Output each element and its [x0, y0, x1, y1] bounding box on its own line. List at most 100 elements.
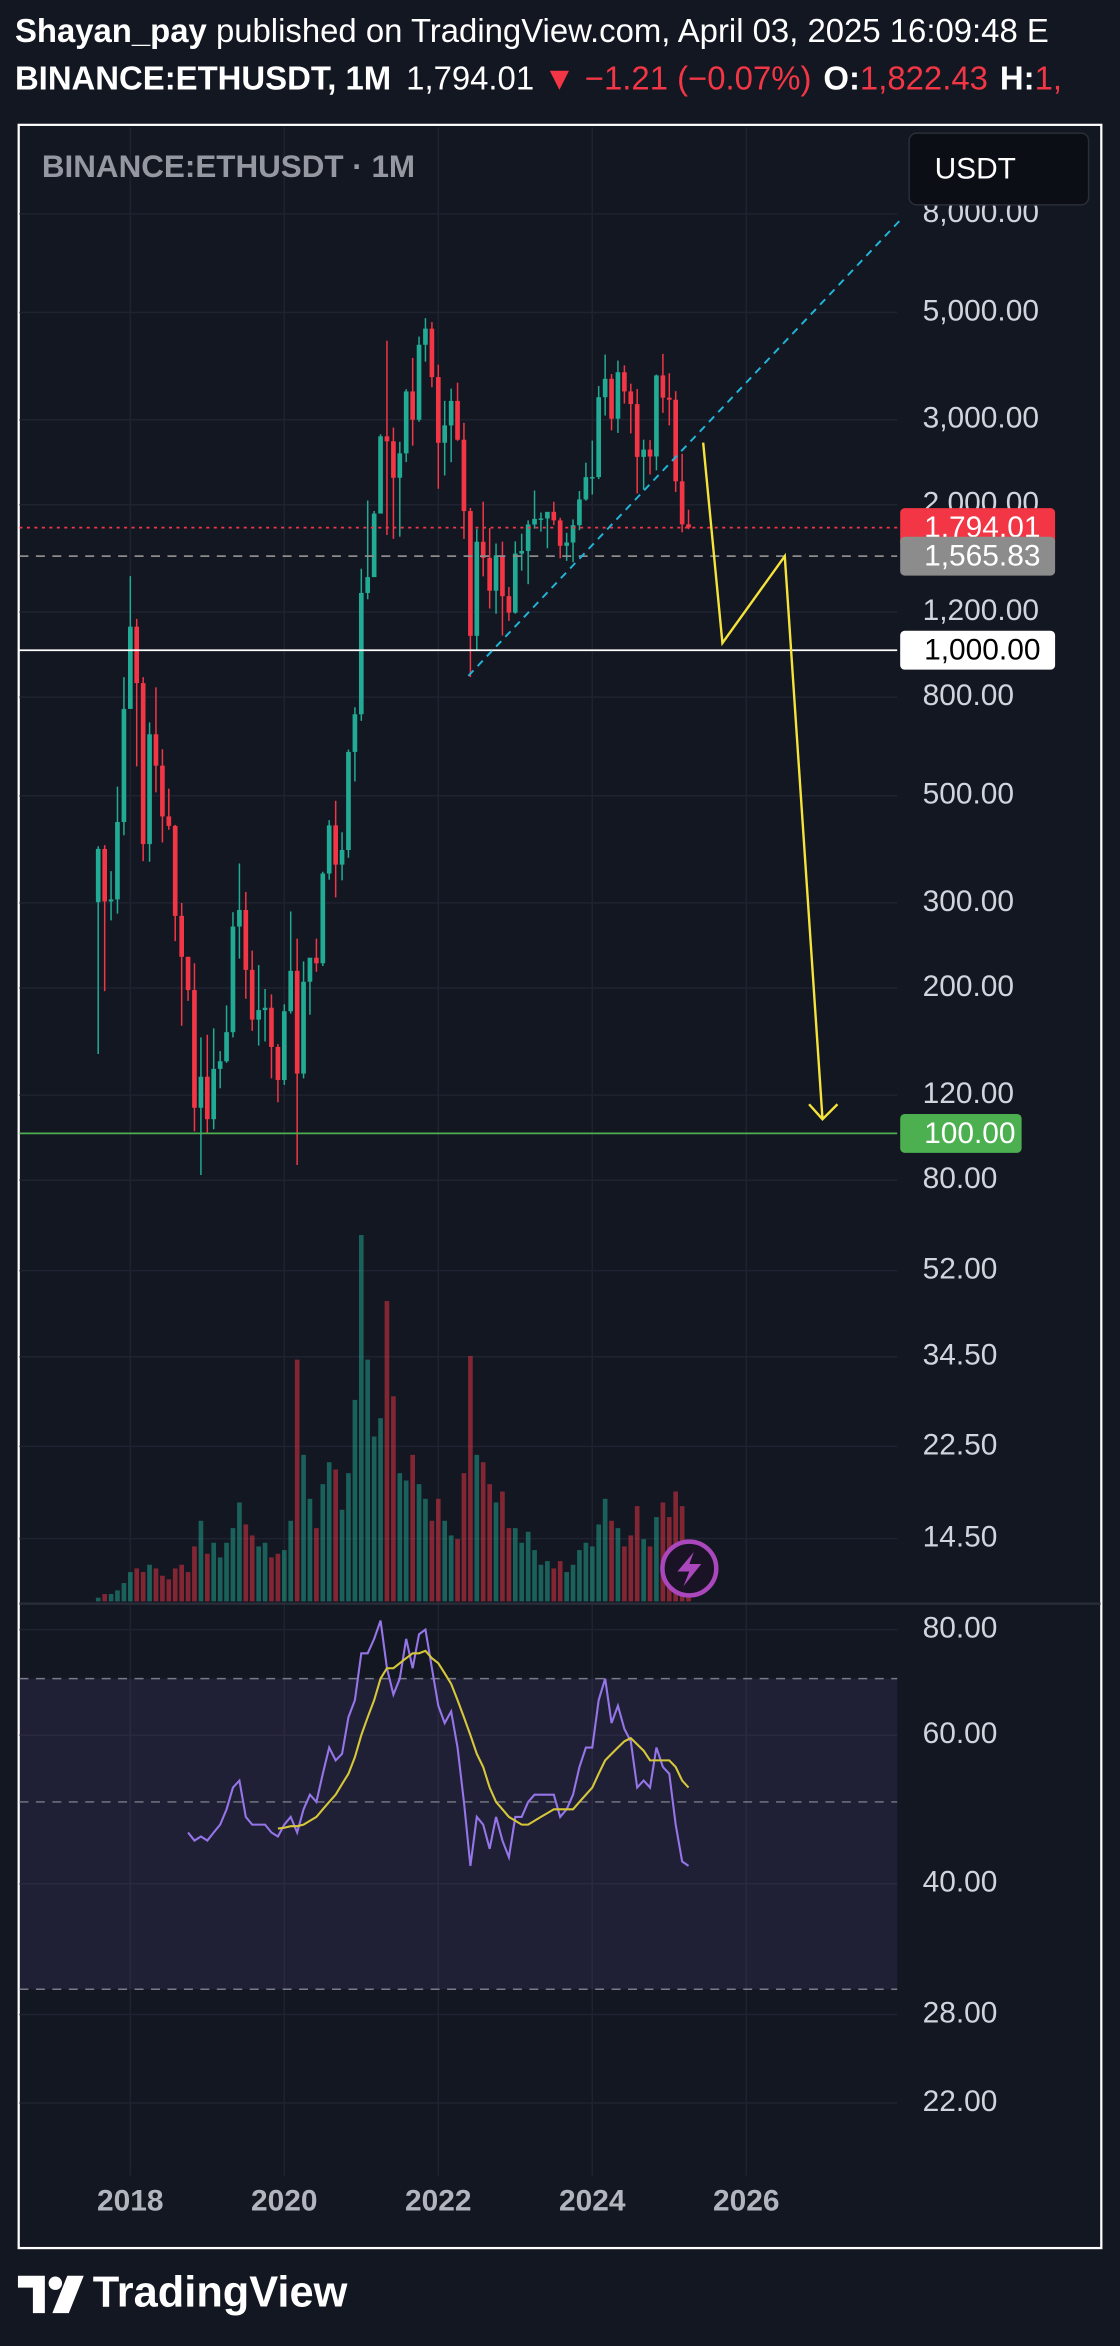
candle-body [346, 751, 351, 850]
volume-bar [519, 1542, 525, 1602]
price-label-box [900, 536, 1056, 576]
header-line-2: BINANCE:ETHUSDT, 1M 1,794.01 ▼ −1.21 (−0.0… [15, 59, 1062, 96]
candle-body [442, 425, 448, 443]
logo-seven [17, 2275, 45, 2314]
volume-bar [269, 1557, 274, 1602]
volume-bar [468, 1355, 473, 1602]
candle-body [480, 541, 486, 558]
candle-body [262, 1007, 268, 1011]
indicator-line [187, 1620, 690, 1867]
volume-bar [551, 1568, 557, 1602]
open-value: 1,822.43 [860, 59, 988, 96]
y-tick-label: 1,200.00 [923, 594, 1039, 627]
candle-body [448, 400, 454, 426]
y-tick-label: 800.00 [923, 679, 1014, 712]
candle-body [577, 499, 582, 526]
candle-body [519, 550, 525, 554]
volume-bar [512, 1528, 518, 1602]
volume-bar [583, 1542, 589, 1602]
volume-bar [326, 1462, 332, 1602]
candle-body [686, 524, 691, 528]
candle-body [654, 375, 659, 457]
volume-bar [564, 1572, 569, 1602]
volume-bar [615, 1528, 621, 1602]
volume-bar [622, 1546, 627, 1602]
candle-body [660, 375, 666, 398]
volume-bar [480, 1462, 486, 1602]
candle-body [269, 1007, 274, 1047]
volume-bar [339, 1509, 345, 1602]
candle-body [352, 714, 358, 752]
volume-bar [95, 1597, 101, 1602]
candle-body [320, 873, 326, 964]
volume-bar [602, 1498, 608, 1602]
y-tick-label: 3,000.00 [923, 402, 1039, 435]
candle-body [634, 404, 640, 457]
volume-bar [115, 1590, 120, 1602]
candle-body [288, 970, 294, 1012]
volume-bar [172, 1568, 178, 1602]
candle-body [435, 377, 441, 443]
candle-body [179, 915, 184, 957]
candle-body [365, 577, 371, 593]
currency-button[interactable] [908, 132, 1090, 206]
volume-bar [249, 1535, 255, 1602]
x-tick-label: 2024 [559, 2184, 626, 2217]
open-label: O: [823, 59, 860, 96]
candle-body [487, 557, 492, 591]
candle-body [622, 372, 627, 392]
logo-slash [52, 2275, 84, 2314]
candle-body [198, 1076, 204, 1108]
volume-bar [500, 1491, 505, 1602]
volume-bar [153, 1568, 159, 1602]
candle-body [249, 969, 255, 1020]
candle-body [147, 734, 152, 845]
candle-body [256, 1010, 261, 1020]
y-tick-label: 500.00 [923, 778, 1014, 811]
volume-bar [204, 1553, 210, 1602]
volume-bar [378, 1418, 383, 1602]
volume-bar [455, 1539, 460, 1602]
volume-bar [410, 1454, 415, 1602]
volume-bar [346, 1473, 351, 1602]
volume-bar [506, 1528, 512, 1602]
volume-bar [333, 1469, 338, 1602]
volume-bar [660, 1502, 666, 1602]
volume-bar [538, 1564, 544, 1602]
volume-bar [243, 1524, 249, 1602]
currency-label[interactable]: USDT [935, 152, 1016, 185]
volume-bar [487, 1484, 492, 1602]
candle-body [115, 822, 120, 900]
volume-bar [275, 1553, 281, 1602]
volume-bar [391, 1396, 396, 1602]
candle-body [551, 511, 557, 521]
projection-arrowhead [808, 1103, 839, 1121]
candle-body [525, 524, 531, 551]
price-label: 100.00 [924, 1117, 1015, 1150]
logo-dot [48, 2276, 63, 2290]
y2-tick-label: 40.00 [923, 1866, 998, 1899]
volume-bar [288, 1520, 294, 1602]
plot: 2018 2020 2022 2024 20268,000.005,000.003,00… [19, 127, 1056, 2217]
volume-bar [230, 1528, 236, 1602]
x-tick-label: 2018 [97, 2184, 164, 2217]
y-tick-label: 120.00 [923, 1077, 1014, 1110]
projection-path [701, 442, 824, 1120]
y-tick-label: 80.00 [923, 1162, 998, 1195]
candle-body [391, 441, 396, 478]
candle-body [506, 596, 512, 613]
volume-bar [596, 1524, 602, 1602]
volume-bar [525, 1531, 531, 1602]
volume-bar [198, 1520, 204, 1602]
volume-bar [217, 1557, 223, 1602]
rsi-band [19, 1678, 898, 1990]
candle-body [371, 513, 377, 578]
candle-body [301, 981, 306, 1074]
y-tick-label: 200.00 [923, 970, 1014, 1003]
volume-bar [121, 1583, 127, 1602]
candle-body [602, 378, 608, 398]
symbol: BINANCE:ETHUSDT, 1M [15, 59, 391, 96]
volume-bar [474, 1454, 480, 1602]
volume-bar [256, 1546, 261, 1602]
high-value: 1, [1035, 59, 1062, 96]
